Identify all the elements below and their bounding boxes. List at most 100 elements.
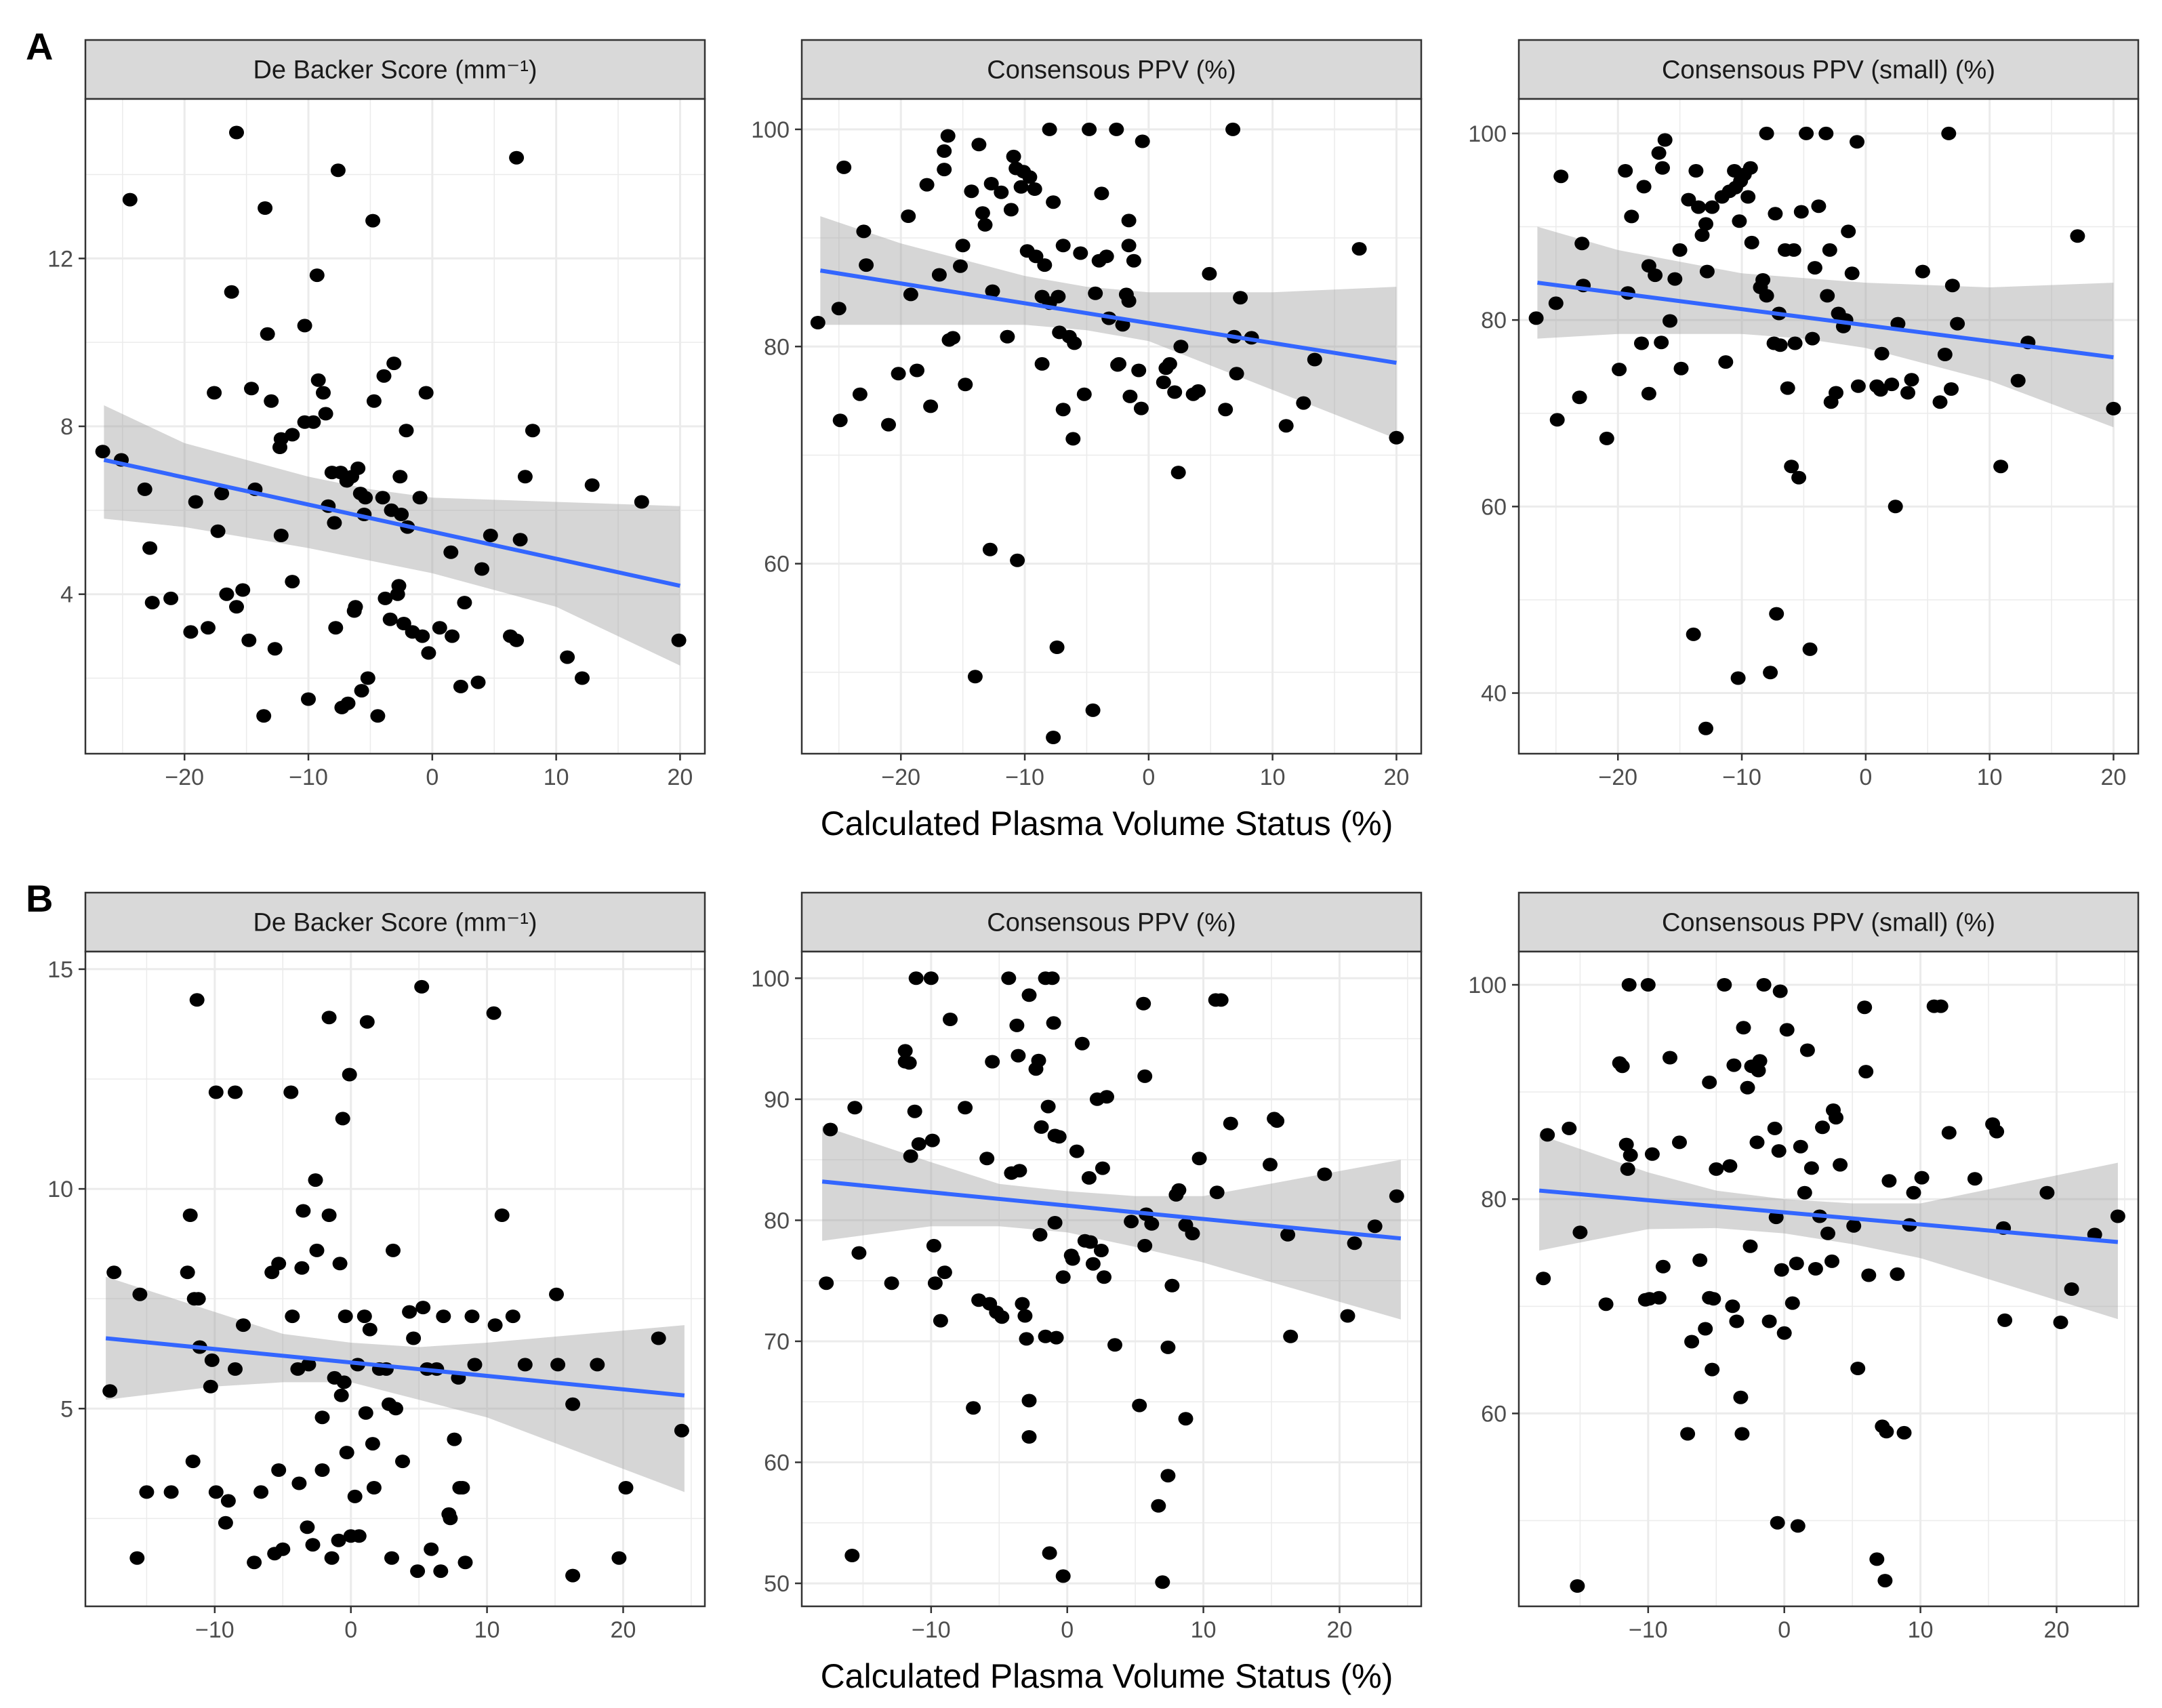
data-point (285, 575, 300, 589)
data-point (852, 387, 868, 401)
data-point (1136, 996, 1151, 1011)
data-point (1009, 1018, 1025, 1032)
data-point (1699, 264, 1715, 279)
data-point (218, 1516, 233, 1530)
data-point (1218, 403, 1233, 417)
data-point (1160, 1469, 1176, 1483)
data-point (487, 1318, 503, 1333)
data-point (1528, 311, 1544, 325)
data-point (891, 367, 906, 381)
confidence-band (104, 405, 680, 666)
y-tick-label: 80 (1481, 308, 1507, 333)
data-point (1055, 1270, 1071, 1284)
data-point (402, 1305, 417, 1319)
data-point (1055, 239, 1071, 253)
data-point (1644, 1147, 1660, 1161)
data-point (810, 316, 825, 329)
data-point (1784, 1296, 1800, 1310)
data-point (1734, 1427, 1750, 1441)
data-point (464, 1309, 480, 1324)
data-point (1692, 1253, 1708, 1267)
data-point (1095, 1161, 1110, 1175)
data-point (1000, 329, 1015, 344)
data-point (958, 1101, 973, 1115)
y-tick-label: 60 (1481, 1401, 1507, 1427)
data-point (1162, 357, 1177, 371)
data-point (634, 495, 649, 509)
data-point (483, 529, 498, 542)
data-point (294, 1261, 310, 1275)
data-point (139, 1485, 155, 1499)
y-tick-label: 12 (47, 246, 73, 272)
facet-title: De Backer Score (mm⁻¹) (253, 909, 537, 937)
data-point (1904, 373, 1919, 387)
data-point (1599, 431, 1614, 445)
data-point (1808, 1262, 1823, 1276)
data-point (937, 1265, 952, 1280)
data-point (1841, 224, 1856, 239)
data-point (1111, 357, 1126, 371)
data-point (1015, 1297, 1030, 1311)
facet-strip (84, 891, 706, 953)
data-point (285, 428, 300, 442)
data-point (1093, 1244, 1109, 1257)
data-point (376, 369, 392, 383)
x-tick-label: 10 (1260, 765, 1286, 790)
data-point (412, 491, 428, 505)
data-point (1874, 346, 1890, 361)
data-point (318, 407, 333, 421)
data-point (1081, 1171, 1097, 1185)
data-point (1820, 289, 1835, 303)
data-point (321, 1208, 337, 1222)
data-point (1624, 209, 1639, 224)
data-point (142, 541, 158, 555)
facet-b-de-backer: De Backer Score (mm⁻¹) −10 0 10 20 5 10 15 (47, 891, 706, 1643)
data-point (2039, 1185, 2055, 1200)
data-point (1144, 1217, 1160, 1231)
data-point (1223, 1116, 1238, 1131)
data-point (1122, 389, 1138, 403)
data-point (908, 971, 924, 985)
facet-strip (800, 39, 1423, 100)
x-tick-label: −10 (289, 765, 328, 790)
data-point (365, 214, 381, 228)
facet-title: De Backer Score (mm⁻¹) (253, 56, 537, 85)
data-point (1340, 1309, 1355, 1323)
data-point (1829, 386, 1843, 400)
data-point (1718, 355, 1734, 369)
data-point (958, 378, 973, 392)
data-point (1549, 413, 1565, 427)
data-point (1688, 164, 1704, 178)
data-point (1850, 379, 1866, 393)
data-point (1997, 1313, 2013, 1327)
data-point (1657, 133, 1673, 147)
data-point (447, 1432, 462, 1446)
data-point (1065, 1252, 1080, 1266)
data-point (1740, 1080, 1755, 1095)
facet-title: Consensous PPV (%) (987, 56, 1236, 85)
data-point (267, 642, 283, 656)
data-point (937, 144, 952, 158)
data-point (1027, 182, 1042, 196)
data-point (1850, 1362, 1866, 1375)
data-point (271, 1463, 287, 1477)
data-point (517, 1358, 533, 1372)
data-point (1099, 1090, 1114, 1104)
data-point (1132, 1398, 1147, 1412)
data-point (881, 418, 896, 432)
x-tick-label: −20 (165, 765, 204, 790)
data-point (1021, 1394, 1037, 1408)
data-point (1663, 1051, 1677, 1065)
data-point (1283, 1329, 1299, 1343)
data-point (1805, 331, 1820, 346)
panel-letter-a: A (26, 25, 53, 68)
data-point (1654, 336, 1669, 350)
data-point (1686, 627, 1701, 641)
data-point (831, 302, 847, 316)
data-point (1767, 1121, 1782, 1135)
data-point (1540, 1128, 1555, 1142)
data-point (1744, 235, 1759, 249)
data-point (945, 331, 960, 345)
data-point (584, 478, 600, 492)
data-point (1082, 1235, 1098, 1249)
